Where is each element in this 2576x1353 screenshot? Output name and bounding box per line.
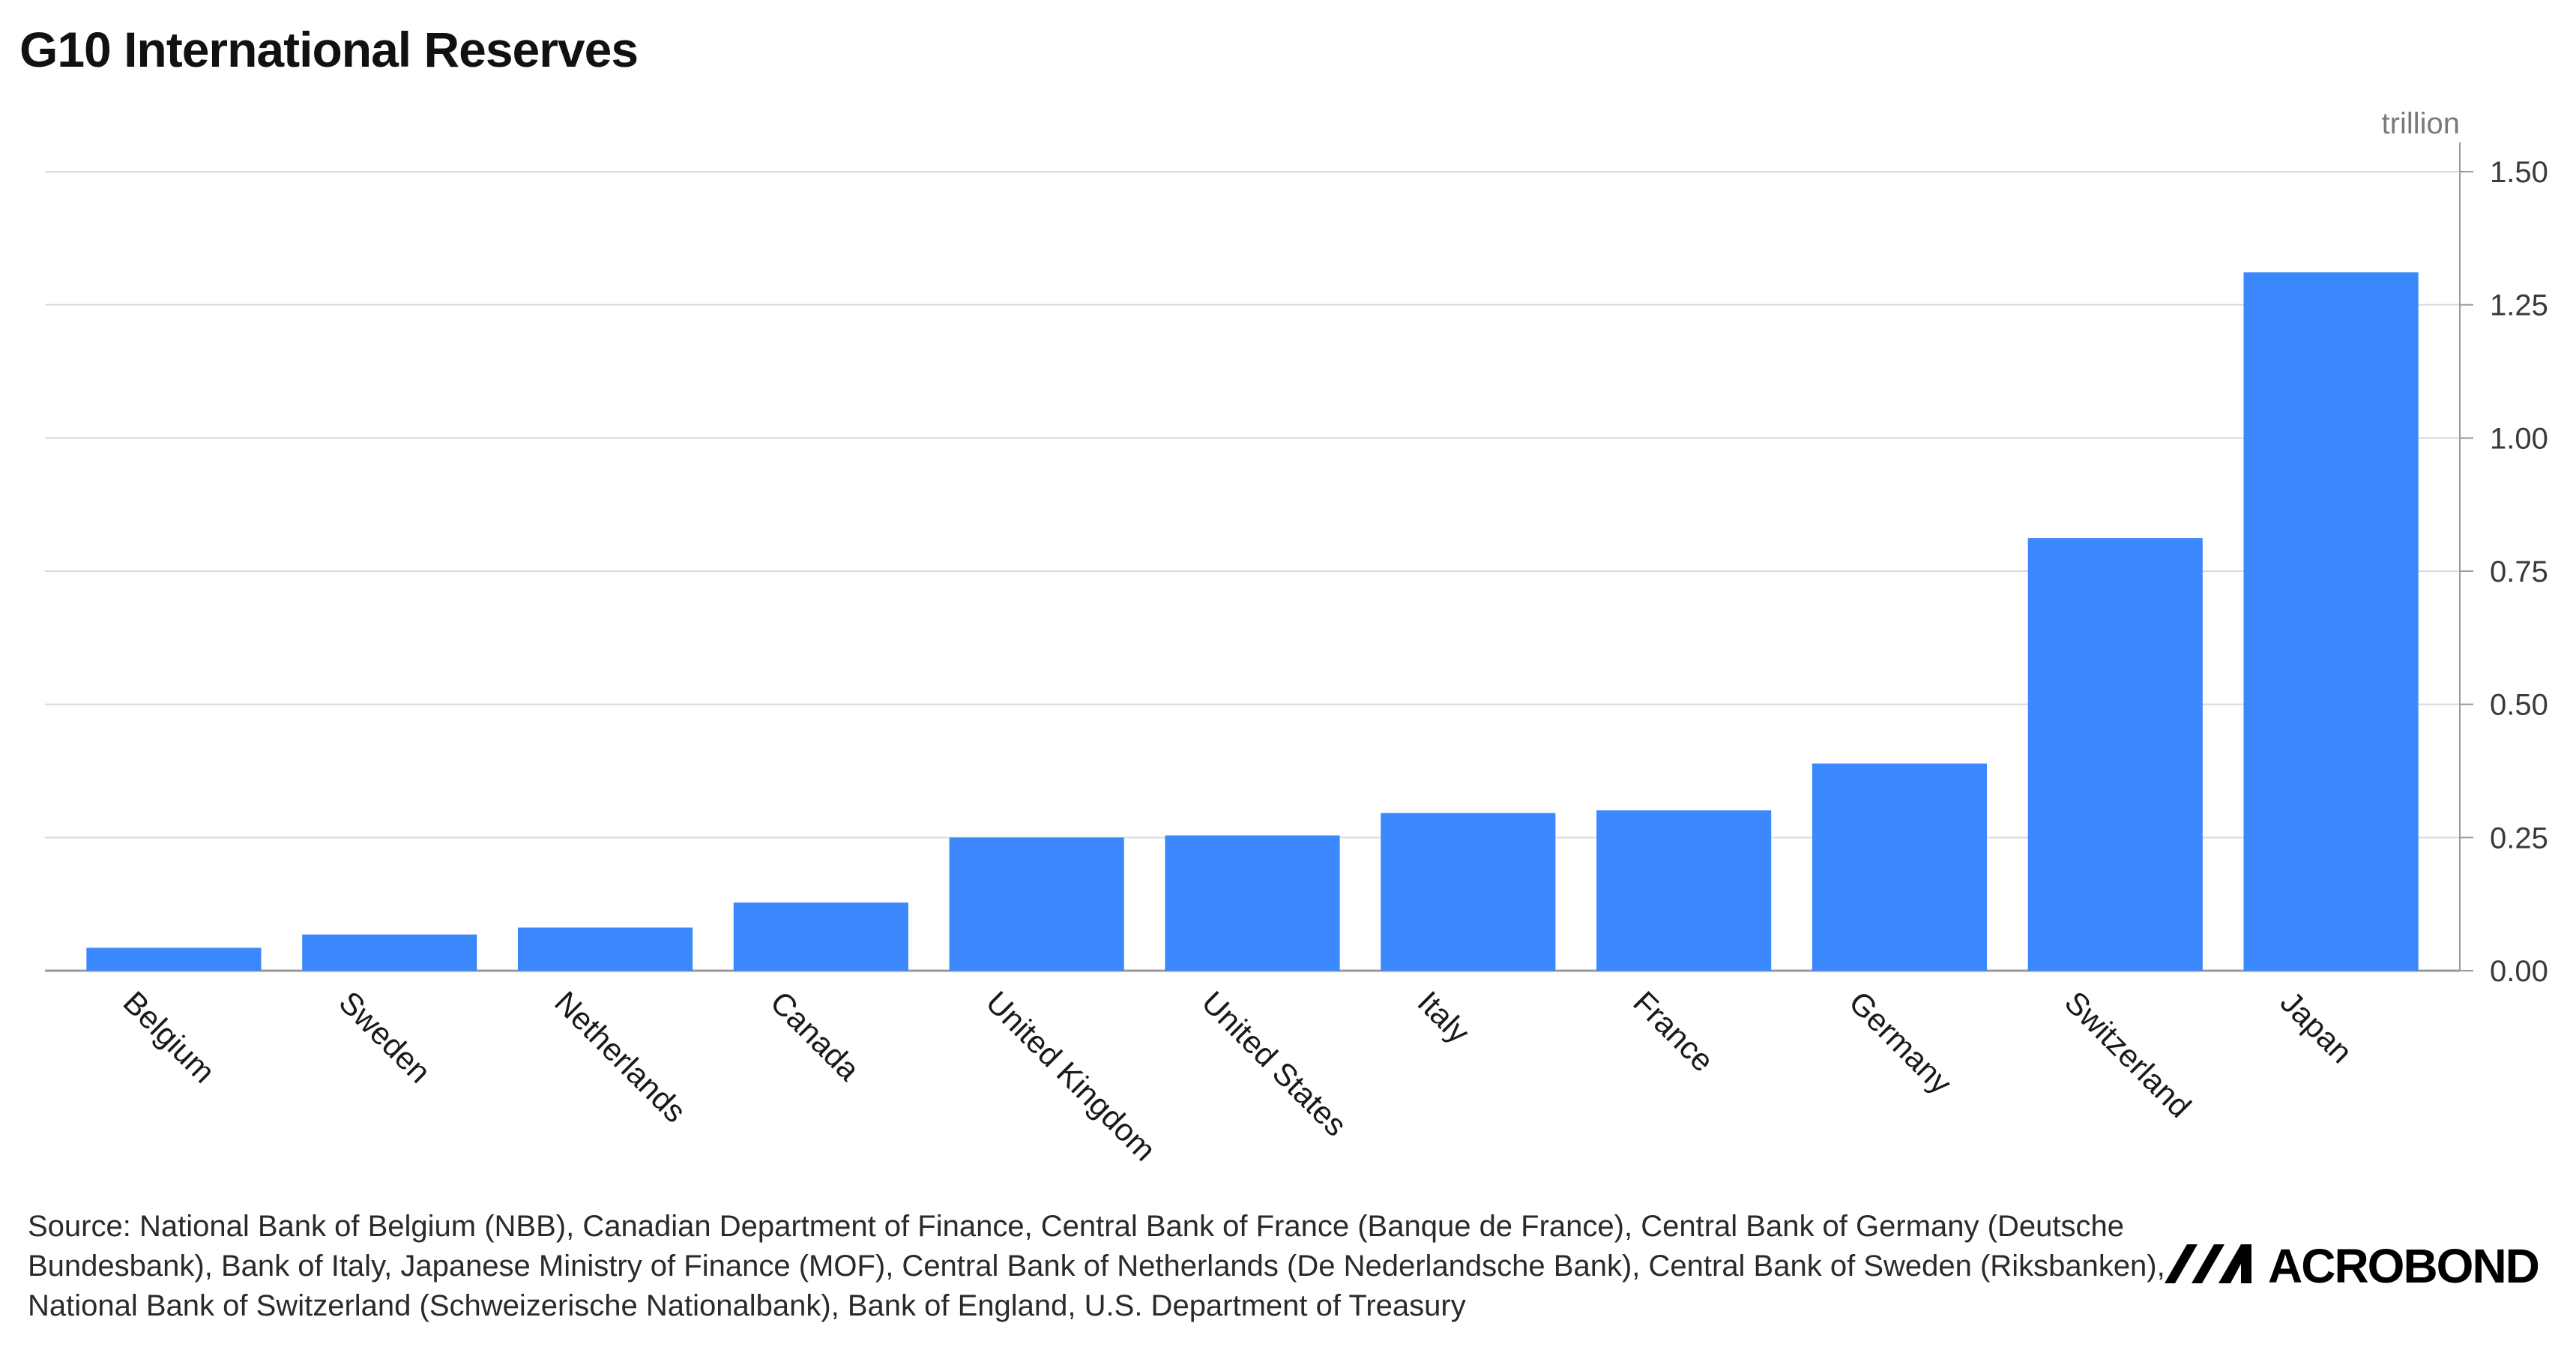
bar-canada <box>733 902 908 971</box>
x-tick-label: Sweden <box>332 984 438 1090</box>
bar-chart: trillion 0.00 0.25 0.50 0.75 1.00 1.25 1.50 Be… <box>45 107 2548 1168</box>
bar-sweden <box>302 934 477 971</box>
x-tick-label: France <box>1626 984 1721 1079</box>
bar-switzerland <box>2027 537 2203 971</box>
bar-united-kingdom <box>949 837 1124 971</box>
y-tick-label: 1.50 <box>2490 156 2548 189</box>
bar-germany <box>1812 763 1988 971</box>
bar-netherlands <box>517 927 693 971</box>
y-tick-label: 0.50 <box>2490 689 2548 722</box>
x-tick-label: Belgium <box>117 984 223 1090</box>
x-tick-label: Switzerland <box>2058 984 2198 1124</box>
macrobond-logo-text: ACROBOND <box>2268 1239 2540 1293</box>
y-tick-label: 0.75 <box>2490 555 2548 588</box>
bar-united-states <box>1165 835 1340 971</box>
x-tick-label: Italy <box>1411 984 1476 1050</box>
x-tick-label: Canada <box>764 984 867 1088</box>
x-tick-label: United States <box>1195 984 1354 1143</box>
bar-japan <box>2243 272 2419 971</box>
x-tick-label: Germany <box>1842 984 1958 1100</box>
bar-belgium <box>86 947 262 971</box>
x-axis-labels: Belgium Sweden Netherlands Canada United Kin… <box>117 984 2359 1168</box>
unit-label: trillion <box>2382 107 2460 140</box>
y-axis: trillion 0.00 0.25 0.50 0.75 1.00 1.25 1.50 <box>2382 107 2548 988</box>
bars <box>86 272 2419 971</box>
y-tick-label: 0.25 <box>2490 822 2548 855</box>
source-note: Source: National Bank of Belgium (NBB), … <box>28 1210 2165 1322</box>
y-tick-label: 1.00 <box>2490 422 2548 455</box>
x-tick-label: Japan <box>2274 984 2359 1070</box>
x-tick-label: United Kingdom <box>980 984 1163 1168</box>
macrobond-logo-mark <box>2165 1244 2251 1283</box>
x-tick-label: Netherlands <box>548 984 693 1129</box>
bar-france <box>1596 810 1772 971</box>
y-tick-label: 1.25 <box>2490 289 2548 322</box>
bar-italy <box>1381 813 1556 971</box>
chart-title: G10 International Reserves <box>19 22 639 77</box>
y-tick-label: 0.00 <box>2490 955 2548 988</box>
